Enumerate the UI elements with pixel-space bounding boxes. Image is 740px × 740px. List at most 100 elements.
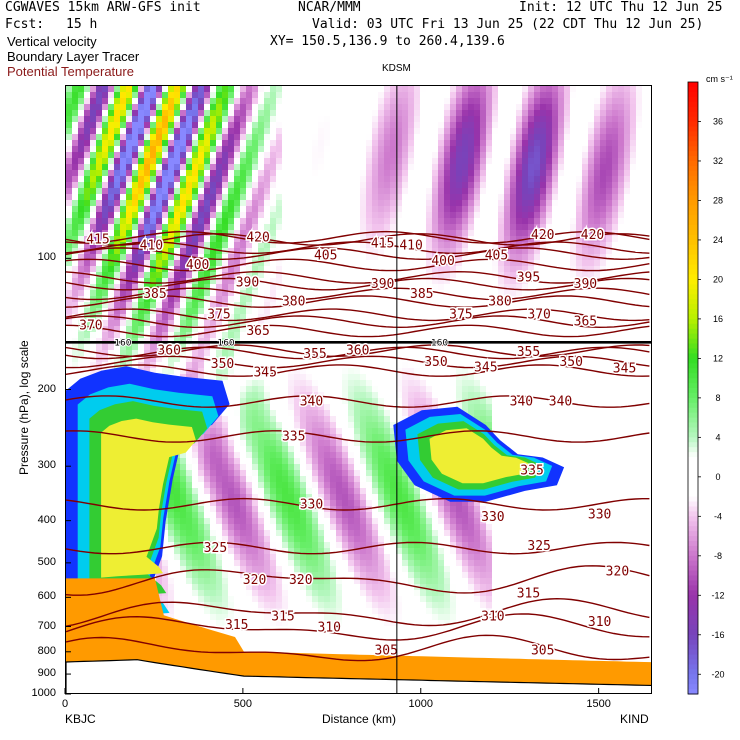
w-cell bbox=[414, 104, 420, 110]
w-cell bbox=[330, 560, 336, 566]
w-cell bbox=[378, 146, 384, 152]
w-cell bbox=[222, 206, 228, 212]
w-cell bbox=[306, 584, 312, 590]
theta-label: 315 bbox=[271, 609, 294, 624]
w-cell bbox=[276, 524, 282, 530]
w-cell bbox=[348, 368, 354, 374]
w-cell bbox=[516, 212, 522, 218]
w-cell bbox=[552, 182, 558, 188]
w-cell bbox=[180, 260, 186, 266]
w-cell bbox=[240, 416, 246, 422]
w-cell bbox=[96, 140, 102, 146]
w-cell bbox=[360, 212, 366, 218]
w-cell bbox=[162, 596, 168, 602]
w-cell bbox=[486, 614, 492, 620]
w-cell bbox=[480, 182, 486, 188]
w-cell bbox=[192, 152, 198, 158]
w-cell bbox=[90, 332, 96, 338]
w-cell bbox=[396, 194, 402, 200]
w-cell bbox=[618, 182, 624, 188]
w-cell bbox=[456, 110, 462, 116]
w-cell bbox=[198, 560, 204, 566]
w-cell bbox=[246, 218, 252, 224]
w-cell bbox=[78, 122, 84, 128]
w-cell bbox=[414, 548, 420, 554]
w-cell bbox=[438, 212, 444, 218]
w-cell bbox=[108, 248, 114, 254]
w-cell bbox=[264, 566, 270, 572]
w-cell bbox=[582, 224, 588, 230]
field-vertical-velocity: Vertical velocity bbox=[7, 34, 97, 49]
w-cell bbox=[606, 218, 612, 224]
w-cell bbox=[444, 500, 450, 506]
w-cell bbox=[516, 104, 522, 110]
w-cell bbox=[456, 188, 462, 194]
w-cell bbox=[84, 98, 90, 104]
colorbar-swatch bbox=[688, 333, 698, 340]
w-cell bbox=[102, 92, 108, 98]
w-cell bbox=[216, 200, 222, 206]
w-cell bbox=[462, 176, 468, 182]
w-cell bbox=[96, 200, 102, 206]
theta-label: 390 bbox=[236, 275, 259, 290]
w-cell bbox=[426, 542, 432, 548]
w-cell bbox=[174, 308, 180, 314]
w-cell bbox=[390, 116, 396, 122]
w-cell bbox=[312, 554, 318, 560]
w-cell bbox=[216, 476, 222, 482]
w-cell bbox=[462, 128, 468, 134]
w-cell bbox=[312, 512, 318, 518]
w-cell bbox=[456, 164, 462, 170]
w-cell bbox=[456, 386, 462, 392]
w-cell bbox=[534, 254, 540, 260]
w-cell bbox=[222, 380, 228, 386]
w-cell bbox=[432, 530, 438, 536]
colorbar-tick-label: 12 bbox=[713, 353, 723, 363]
colorbar-swatch bbox=[688, 491, 698, 498]
w-cell bbox=[84, 212, 90, 218]
w-cell bbox=[180, 176, 186, 182]
w-cell bbox=[192, 362, 198, 368]
w-cell bbox=[402, 512, 408, 518]
w-cell bbox=[84, 104, 90, 110]
w-cell bbox=[618, 200, 624, 206]
w-cell bbox=[246, 98, 252, 104]
w-cell bbox=[198, 302, 204, 308]
w-cell bbox=[582, 188, 588, 194]
w-cell bbox=[324, 446, 330, 452]
w-cell bbox=[156, 344, 162, 350]
w-cell bbox=[552, 98, 558, 104]
w-cell bbox=[258, 458, 264, 464]
w-cell bbox=[318, 470, 324, 476]
w-cell bbox=[258, 194, 264, 200]
y-axis-label: Pressure (hPa), log scale bbox=[17, 340, 31, 475]
w-cell bbox=[252, 92, 258, 98]
w-cell bbox=[144, 308, 150, 314]
w-cell bbox=[492, 110, 498, 116]
vertical-velocity-field bbox=[66, 86, 642, 626]
w-cell bbox=[600, 182, 606, 188]
w-cell bbox=[432, 170, 438, 176]
w-cell bbox=[126, 230, 132, 236]
w-cell bbox=[186, 206, 192, 212]
w-cell bbox=[138, 284, 144, 290]
w-cell bbox=[384, 602, 390, 608]
w-cell bbox=[90, 104, 96, 110]
w-cell bbox=[228, 182, 234, 188]
w-cell bbox=[336, 428, 342, 434]
w-cell bbox=[618, 170, 624, 176]
w-cell bbox=[564, 122, 570, 128]
w-cell bbox=[408, 92, 414, 98]
w-cell bbox=[72, 158, 78, 164]
w-cell bbox=[438, 620, 444, 626]
w-cell bbox=[150, 368, 156, 374]
w-cell bbox=[150, 212, 156, 218]
w-cell bbox=[96, 212, 102, 218]
theta-contour bbox=[66, 634, 650, 662]
w-cell bbox=[300, 446, 306, 452]
w-cell bbox=[402, 86, 408, 92]
w-cell bbox=[390, 140, 396, 146]
w-cell bbox=[474, 572, 480, 578]
w-cell bbox=[342, 380, 348, 386]
w-cell bbox=[456, 266, 462, 272]
